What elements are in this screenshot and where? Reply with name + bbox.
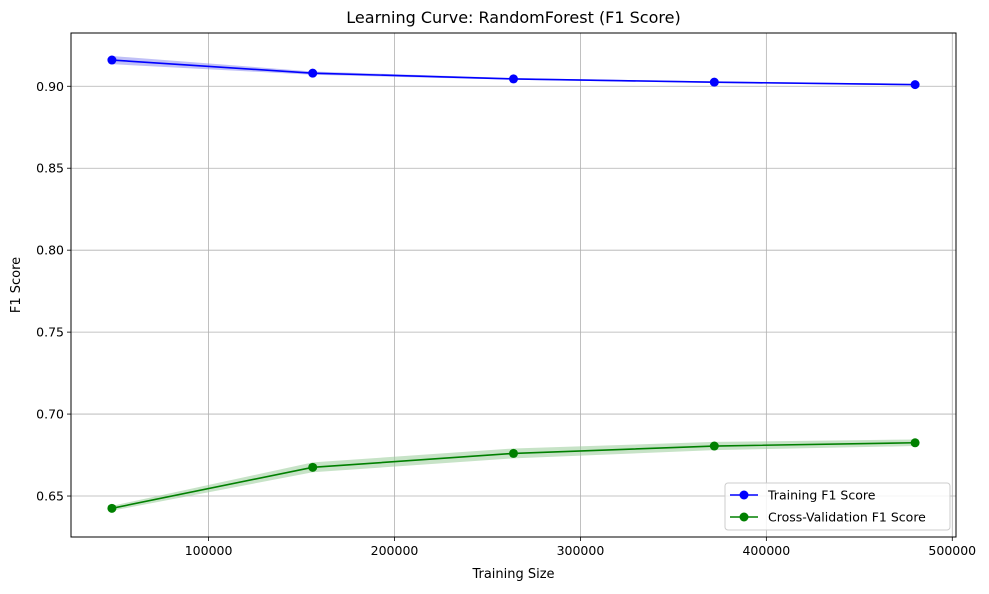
data-point-1 [509, 448, 518, 458]
y-tick-label: 0.80 [36, 243, 64, 258]
data-point-1 [107, 503, 117, 513]
legend-entry-cross-validation: Cross-Validation F1 Score [730, 510, 926, 525]
data-point-0 [910, 80, 920, 90]
x-tick-label: 500000 [928, 543, 976, 558]
data-point-1 [709, 441, 719, 451]
y-axis-label: F1 Score [9, 257, 24, 313]
plot-frame [70, 32, 957, 538]
data-point-1 [308, 462, 318, 472]
legend-label-cross-validation: Cross-Validation F1 Score [768, 510, 926, 525]
data-point-1 [910, 438, 920, 448]
legend-box [724, 482, 951, 531]
data-point-0 [107, 55, 117, 65]
x-tick-label: 300000 [557, 543, 605, 558]
chart-title: Learning Curve: RandomForest (F1 Score) [346, 8, 680, 27]
x-tick-label: 400000 [742, 543, 790, 558]
y-tick-label: 0.65 [36, 489, 64, 504]
x-axis-ticks: 100000 200000 300000 400000 500000 [185, 537, 976, 558]
x-axis-label: Training Size [471, 567, 554, 582]
y-tick-label: 0.75 [36, 325, 64, 340]
data-point-0 [509, 74, 518, 84]
plot-area [71, 33, 956, 537]
legend-label-training: Training F1 Score [767, 488, 876, 503]
legend-marker-training [739, 490, 749, 500]
legend: Training F1 Score Cross-Validation F1 Sc… [724, 482, 951, 531]
series-markers [107, 55, 920, 513]
y-tick-label: 0.85 [36, 161, 64, 176]
legend-entry-training: Training F1 Score [730, 488, 876, 503]
y-axis-ticks: 0.65 0.70 0.75 0.80 0.85 0.90 [36, 79, 71, 504]
legend-marker-cross-validation [739, 512, 749, 522]
y-tick-label: 0.70 [36, 407, 64, 422]
grid-lines [71, 33, 956, 537]
y-tick-label: 0.90 [36, 79, 64, 94]
x-tick-label: 100000 [185, 543, 233, 558]
data-point-0 [709, 77, 719, 87]
data-point-0 [308, 68, 318, 78]
x-tick-label: 200000 [371, 543, 419, 558]
